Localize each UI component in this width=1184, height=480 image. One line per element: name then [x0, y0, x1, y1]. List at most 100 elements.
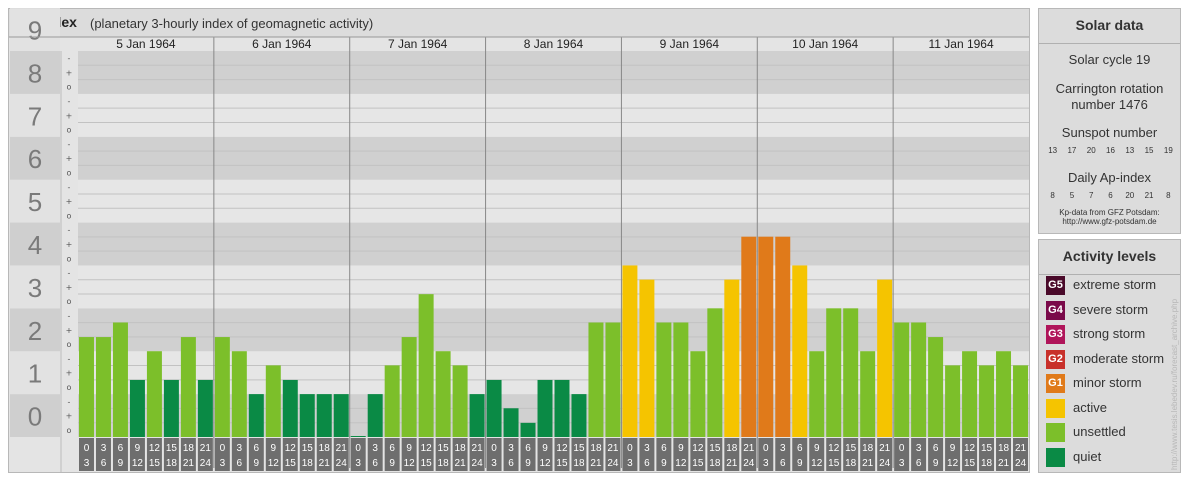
- time-start-label: 21: [1015, 443, 1027, 454]
- time-end-label: 21: [319, 458, 331, 469]
- time-cell: [928, 438, 944, 471]
- time-start-label: 12: [964, 443, 976, 454]
- y-minor-tick: -: [68, 140, 71, 149]
- kp-band: [78, 265, 1029, 309]
- time-cell: [741, 438, 757, 471]
- ap-value: 20: [1125, 191, 1135, 200]
- time-end-label: 6: [780, 458, 786, 469]
- time-end-label: 12: [132, 458, 144, 469]
- time-end-label: 6: [101, 458, 107, 469]
- time-cell: [333, 438, 349, 471]
- time-cell: [588, 438, 604, 471]
- time-cell: [486, 438, 502, 471]
- time-cell: [996, 438, 1012, 471]
- time-end-label: 18: [166, 458, 178, 469]
- day-label: 11 Jan 1964: [928, 37, 993, 51]
- time-start-label: 9: [271, 443, 277, 454]
- time-cell: [316, 438, 332, 471]
- kp-band: [78, 308, 1029, 352]
- time-start-label: 18: [862, 443, 874, 454]
- time-end-label: 21: [998, 458, 1010, 469]
- time-cell: [180, 438, 196, 471]
- time-start-label: 9: [814, 443, 820, 454]
- time-cell: [911, 438, 927, 471]
- time-end-label: 3: [220, 458, 226, 469]
- kp-bar: [928, 337, 944, 437]
- time-start-label: 21: [879, 443, 891, 454]
- legend-swatch: G2: [1046, 349, 1065, 369]
- kp-bar: [129, 379, 145, 437]
- kp-bar: [894, 322, 910, 437]
- y-tick-label: 0: [28, 402, 42, 432]
- time-end-label: 9: [254, 458, 260, 469]
- sunspot-value: 15: [1144, 146, 1154, 155]
- solar-data-panel: Solar data Solar cycle 19 Carrington rot…: [1038, 8, 1181, 234]
- time-end-label: 6: [644, 458, 650, 469]
- time-start-label: 9: [542, 443, 548, 454]
- y-minor-tick: -: [68, 354, 71, 363]
- time-cell: [826, 438, 842, 471]
- time-cell: [809, 438, 825, 471]
- y-tick-band: [10, 265, 60, 309]
- kp-bar: [452, 365, 468, 437]
- time-end-label: 18: [709, 458, 721, 469]
- carrington-line1: Carrington rotation: [1055, 81, 1164, 96]
- day-label: 5 Jan 1964: [116, 37, 176, 51]
- time-end-label: 9: [389, 458, 395, 469]
- kp-bar: [741, 236, 757, 437]
- y-tick-band: [10, 136, 60, 180]
- time-start-label: 18: [998, 443, 1010, 454]
- time-end-label: 15: [556, 458, 568, 469]
- time-start-label: 21: [472, 443, 484, 454]
- y-minor-tick: +: [66, 154, 73, 163]
- time-end-label: 15: [421, 458, 433, 469]
- kp-bar: [622, 265, 638, 437]
- time-end-label: 21: [590, 458, 602, 469]
- time-cell: [350, 438, 366, 471]
- time-start-label: 18: [183, 443, 195, 454]
- legend-swatch: G4: [1046, 300, 1065, 320]
- kp-bar: [520, 422, 536, 437]
- kp-bar: [401, 337, 417, 437]
- time-end-label: 12: [268, 458, 280, 469]
- sunspot-value: 17: [1067, 146, 1077, 155]
- kp-bar: [843, 308, 859, 437]
- y-minor-tick: +: [66, 412, 73, 421]
- activity-levels-panel: Activity levels G5 extreme storm G4 severe …: [1038, 239, 1181, 473]
- time-end-label: 18: [573, 458, 585, 469]
- time-cell: [503, 438, 519, 471]
- time-cell: [452, 438, 468, 471]
- time-cell: [775, 438, 791, 471]
- kp-bar: [605, 322, 621, 437]
- time-start-label: 3: [101, 443, 107, 454]
- time-start-label: 9: [678, 443, 684, 454]
- time-cell: [146, 438, 162, 471]
- day-label: 8 Jan 1964: [524, 37, 584, 51]
- time-start-label: 18: [726, 443, 738, 454]
- kp-bar: [180, 337, 196, 437]
- y-minor-tick: -: [68, 183, 71, 192]
- time-start-label: 0: [763, 443, 769, 454]
- kp-bar: [911, 322, 927, 437]
- time-cell: [945, 438, 961, 471]
- y-minor-tick: +: [66, 68, 73, 77]
- time-cell: [860, 438, 876, 471]
- time-end-label: 12: [947, 458, 959, 469]
- time-end-label: 9: [525, 458, 531, 469]
- y-tick-band: [10, 179, 60, 223]
- kp-bar: [214, 337, 230, 437]
- time-end-label: 24: [607, 458, 619, 469]
- time-cell: [979, 438, 995, 471]
- kp-bar: [877, 279, 893, 437]
- kp-bar: [758, 236, 774, 437]
- time-start-label: 0: [491, 443, 497, 454]
- time-end-label: 24: [743, 458, 755, 469]
- y-tick-band: [10, 51, 60, 94]
- y-minor-tick: o: [67, 340, 72, 349]
- kp-bar: [435, 351, 451, 437]
- sunspot-title: Sunspot number: [1061, 125, 1158, 140]
- legend-label: minor storm: [1073, 375, 1142, 390]
- time-cell: [231, 438, 247, 471]
- time-start-label: 12: [421, 443, 433, 454]
